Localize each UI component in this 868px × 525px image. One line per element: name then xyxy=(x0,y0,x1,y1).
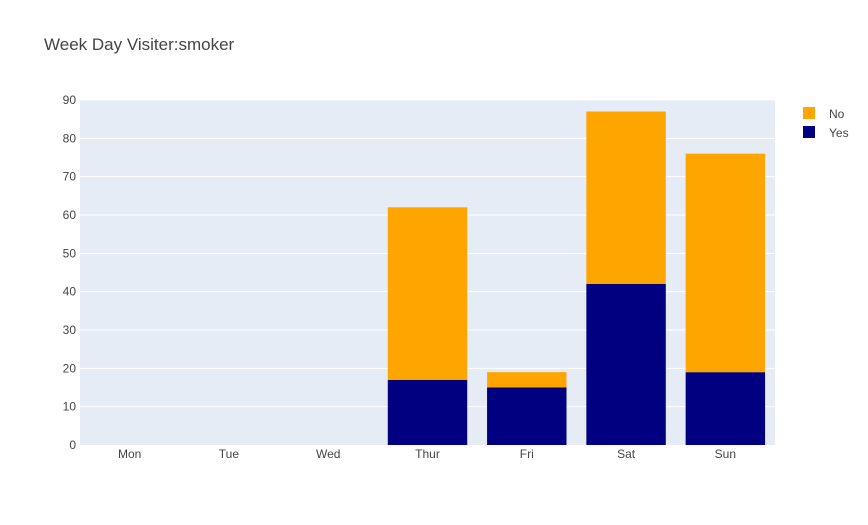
legend: No Yes xyxy=(803,107,849,140)
legend-swatch-no[interactable] xyxy=(803,107,815,119)
x-tick-label: Tue xyxy=(219,447,240,461)
y-tick-label: 30 xyxy=(63,323,77,337)
y-tick-label: 40 xyxy=(63,285,77,299)
y-axis: 0 10 20 30 40 50 60 70 80 90 xyxy=(63,93,77,452)
bar-yes-fri xyxy=(487,387,567,445)
y-tick-label: 70 xyxy=(63,170,77,184)
bar-yes-sat xyxy=(586,284,666,445)
x-tick-label: Sun xyxy=(715,447,736,461)
bars xyxy=(387,111,766,445)
legend-label-no[interactable]: No xyxy=(829,107,845,121)
bar-no-thur xyxy=(387,207,468,380)
chart-title: Week Day Visiter:smoker xyxy=(44,35,235,54)
y-tick-label: 20 xyxy=(63,361,77,375)
y-tick-label: 60 xyxy=(63,208,77,222)
x-tick-label: Mon xyxy=(118,447,141,461)
y-tick-label: 80 xyxy=(63,131,77,145)
bar-no-fri xyxy=(487,372,567,388)
x-axis: Mon Tue Wed Thur Fri Sat Sun xyxy=(118,447,736,461)
bar-no-sat xyxy=(586,111,666,284)
x-tick-label: Fri xyxy=(520,447,534,461)
legend-label-yes[interactable]: Yes xyxy=(829,126,849,140)
y-tick-label: 10 xyxy=(63,400,77,414)
legend-swatch-yes[interactable] xyxy=(803,126,815,138)
y-tick-label: 50 xyxy=(63,246,77,260)
y-tick-label: 90 xyxy=(63,93,77,107)
x-tick-label: Wed xyxy=(316,447,340,461)
y-tick-label: 0 xyxy=(69,438,76,452)
bar-yes-sun xyxy=(685,372,766,445)
x-tick-label: Thur xyxy=(415,447,440,461)
bar-yes-thur xyxy=(387,379,468,445)
x-tick-label: Sat xyxy=(617,447,636,461)
bar-no-sun xyxy=(685,153,766,373)
